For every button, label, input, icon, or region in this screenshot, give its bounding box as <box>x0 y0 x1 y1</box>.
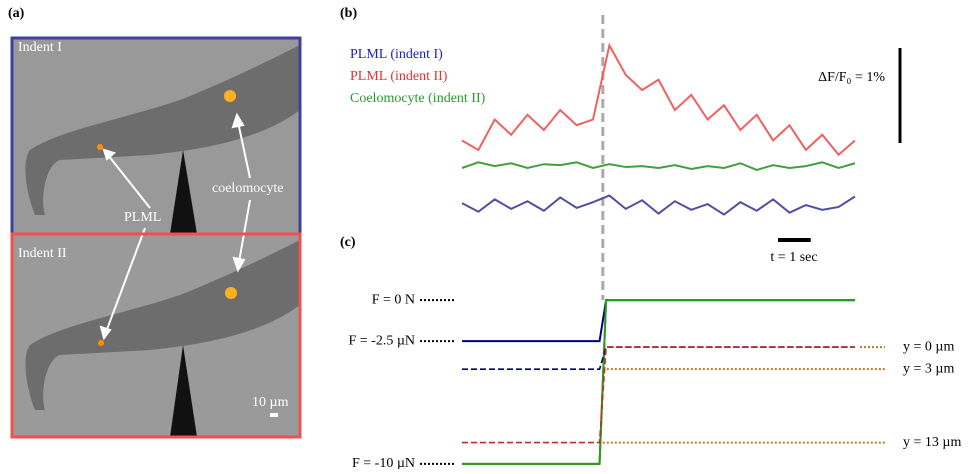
y-tick-label: F = 0 N <box>372 292 415 307</box>
pipette <box>170 345 197 437</box>
trace <box>461 194 856 216</box>
panel-label: (b) <box>340 6 357 21</box>
frame <box>10 232 302 439</box>
trace <box>461 161 856 171</box>
trace <box>462 299 855 465</box>
legend-entry: Coelomocyte (indent II) <box>350 91 486 106</box>
trace <box>462 299 855 343</box>
panel-label: (a) <box>8 6 25 21</box>
cell <box>25 45 300 215</box>
y-tick-label: F = -2.5 µN <box>348 333 415 348</box>
plml-spot <box>97 144 103 150</box>
frame-label: Indent II <box>18 246 67 261</box>
y2-tick-label: y = 0 µm <box>903 339 954 354</box>
y2-tick-label: y = 13 µm <box>903 435 961 450</box>
x-scale-label: t = 1 sec <box>770 250 817 265</box>
coelomocyte-spot <box>225 287 237 299</box>
scale-bar-label: 10 µm <box>252 395 289 410</box>
pipette <box>170 150 197 234</box>
y-scale-label: ΔF/F₀ = 1% <box>818 70 885 85</box>
panel-a: (a) Indent I Indent II PLML coelomocyte … <box>8 6 302 439</box>
scale-bar <box>270 413 278 417</box>
trace <box>462 346 855 370</box>
legend-entry: PLML (indent II) <box>350 69 448 84</box>
cell <box>25 240 300 410</box>
trace <box>461 42 856 157</box>
coelomocyte-spot <box>224 90 236 102</box>
annotation: coelomocyte <box>212 181 284 196</box>
panel-label: (c) <box>340 235 356 250</box>
plml-spot <box>98 340 104 346</box>
arrows <box>99 112 251 341</box>
annotation: PLML <box>124 210 161 225</box>
y2-tick-label: y = 3 µm <box>903 361 954 376</box>
trace <box>462 299 855 465</box>
trace <box>462 346 855 444</box>
legend-entry: PLML (indent I) <box>350 47 443 62</box>
frame-label: Indent I <box>18 40 62 55</box>
y-tick-label: F = -10 µN <box>352 456 415 469</box>
